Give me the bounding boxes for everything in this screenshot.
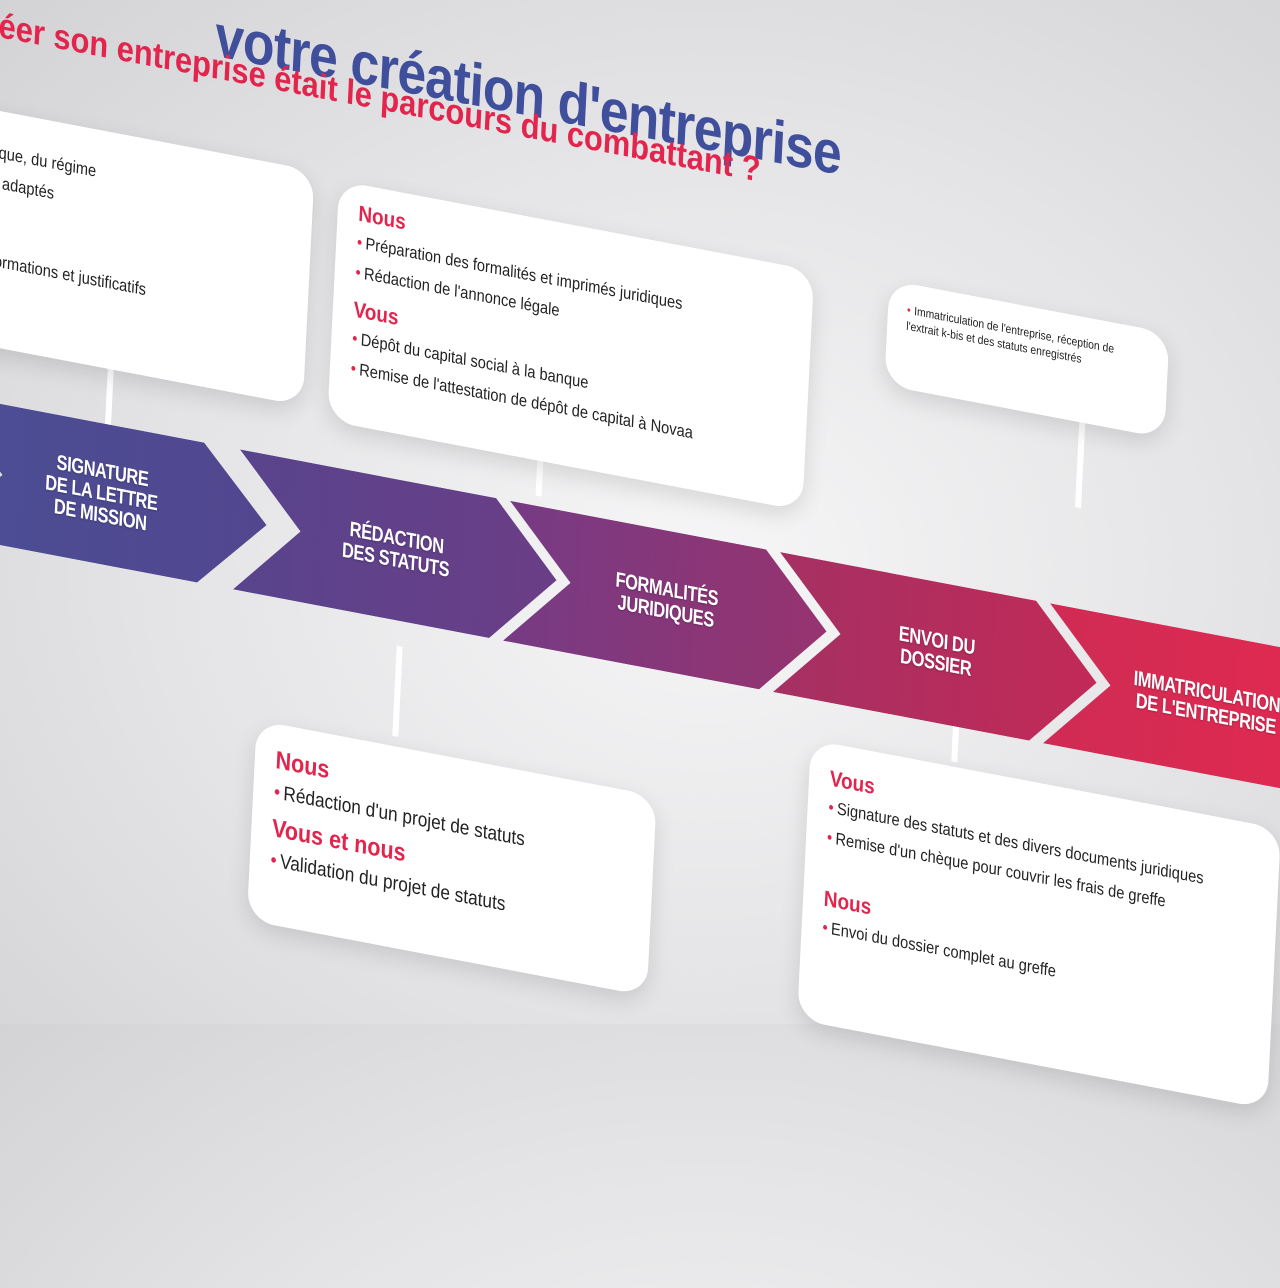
step-chevron-4: Envoi du dossier [773,552,1100,753]
card-item: • Immatriculation de l'entreprise, récept… [905,302,1115,366]
bullet-icon: • [827,797,835,818]
card-signature-info: idique, du régime us adaptés information… [0,98,315,406]
card-envoi: Vous • Signature des statuts et des diver… [797,739,1280,1109]
bullet-icon: • [351,328,358,349]
bullet-icon: • [273,781,281,805]
step-chevron-2: Rédaction des statuts [233,449,560,650]
bullet-icon: • [355,262,362,283]
step-label: Envoi du dossier [898,622,976,682]
card-item: informations et justificatifs [0,248,147,300]
step-label: Signature de la lettre de mission [44,451,159,536]
connector-line [392,645,403,737]
step-label: Immatriculation de l'entreprise [1133,666,1280,740]
card-formalites: Nous • Préparation des formalités et impr… [327,180,815,511]
step-chevron-1: Signature de la lettre de mission [0,392,270,595]
card-statuts: Nous • Rédaction d'un projet de statuts V… [246,720,657,997]
bullet-icon: • [356,232,363,253]
step-label: Formalités juridiques [615,568,719,633]
bullet-icon: • [270,849,278,873]
bullet-icon: • [906,302,912,318]
bullet-icon: • [826,827,833,848]
bullet-icon: • [821,917,829,938]
step-chevron-3: Formalités juridiques [503,501,830,702]
step-chevron-5: Immatriculation de l'entreprise [1043,603,1280,804]
card-immatriculation: • Immatriculation de l'entreprise, récept… [884,280,1170,439]
step-label: Rédaction des statuts [341,517,451,582]
bullet-icon: • [350,358,357,379]
